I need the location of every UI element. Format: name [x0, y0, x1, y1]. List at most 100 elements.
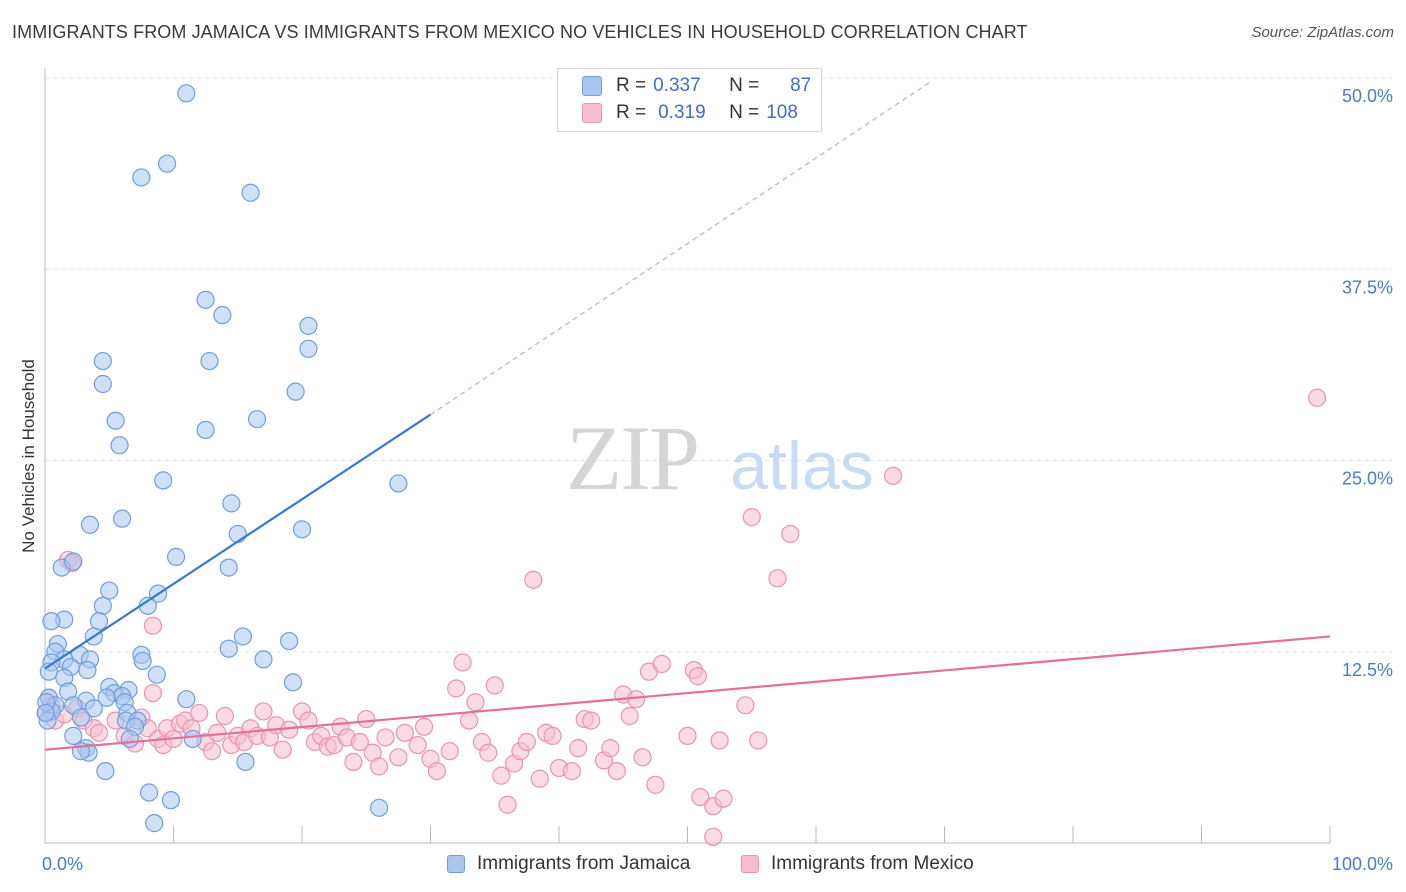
stats-n-label: N =: [729, 75, 760, 96]
jamaica-point: [42, 612, 61, 631]
jamaica-point: [166, 547, 186, 566]
stats-n-value-mexico: 108: [766, 102, 798, 123]
mexico-point: [543, 726, 562, 746]
legend-swatch-jamaica: [447, 855, 465, 873]
jamaica-point: [84, 699, 103, 718]
stats-row-jamaica: R = 0.337 N = 87: [582, 73, 811, 99]
jamaica-point: [219, 639, 238, 658]
mexico-point: [768, 569, 787, 588]
mexico-point: [652, 654, 671, 674]
mexico-point: [376, 728, 395, 747]
mexico-point: [742, 508, 761, 527]
mexico-point: [215, 706, 234, 726]
mexico-point: [350, 732, 369, 752]
jamaica-point: [236, 752, 255, 772]
mexico-point: [562, 761, 581, 781]
mexico-point: [607, 761, 626, 781]
jamaica-point: [254, 650, 273, 669]
jamaica-point: [97, 688, 116, 707]
jamaica-point: [370, 798, 389, 817]
mexico-point: [395, 723, 414, 742]
jamaica-point: [132, 168, 151, 187]
mexico-point: [883, 466, 903, 485]
jamaica-point: [183, 729, 202, 749]
mexico-trend-line: [44, 635, 1331, 751]
jamaica-point: [89, 612, 109, 631]
tick-labels: 12.5% 25.0% 37.5% 50.0% 0.0% 100.0%: [42, 86, 1393, 874]
jamaica-point: [177, 690, 196, 709]
jamaica-point: [112, 509, 132, 528]
source-credit: Source: ZipAtlas.com: [1251, 24, 1394, 41]
jamaica-point: [100, 581, 119, 600]
jamaica-point: [145, 814, 164, 833]
stats-r-value-jamaica: 0.337: [653, 75, 701, 96]
legend-item-jamaica[interactable]: Immigrants from Jamaica: [447, 853, 690, 875]
mexico-point: [344, 752, 363, 772]
jamaica-point: [110, 436, 129, 455]
y-tick-label: 25.0%: [1342, 469, 1393, 489]
jamaica-point: [64, 552, 83, 571]
mexico-point: [389, 748, 408, 767]
mexico-point: [89, 723, 109, 742]
jamaica-point: [222, 494, 241, 513]
jamaica-point: [93, 596, 112, 615]
jamaica-point: [133, 651, 152, 671]
mexico-point: [1308, 388, 1327, 407]
mexico-point: [414, 717, 434, 736]
mexico-point: [704, 827, 723, 846]
y-tick-label: 12.5%: [1342, 660, 1393, 680]
jamaica-point: [228, 524, 247, 544]
legend-swatch-mexico: [741, 855, 759, 873]
stats-r-label: R =: [616, 75, 647, 96]
jamaica-point: [78, 661, 97, 680]
jamaica-point: [80, 515, 100, 534]
stats-row-mexico: R = 0.319 N = 108: [582, 100, 806, 126]
mexico-point: [357, 709, 376, 729]
mexico-point: [781, 524, 800, 544]
mexico-point: [273, 740, 292, 759]
mexico-point: [466, 693, 485, 712]
jamaica-point: [177, 84, 196, 103]
mexico-point: [202, 742, 222, 761]
jamaica-points: [36, 84, 408, 833]
mexico-point: [143, 683, 163, 703]
trend-lines: [44, 80, 1331, 751]
stats-swatch-mexico: [582, 103, 602, 123]
jamaica-point: [283, 673, 303, 692]
mexico-point: [678, 726, 697, 746]
mexico-point: [710, 731, 729, 750]
mexico-point: [582, 711, 601, 730]
watermark-zip: ZIP: [566, 407, 698, 509]
jamaica-point: [161, 791, 181, 810]
jamaica-point: [36, 703, 55, 723]
jamaica-point: [213, 306, 232, 325]
grid-lines: [45, 77, 1392, 653]
legend-item-mexico[interactable]: Immigrants from Mexico: [741, 853, 974, 875]
legend-label-mexico: Immigrants from Mexico: [771, 853, 974, 874]
watermark: ZIP atlas: [566, 407, 874, 509]
stats-n-value-jamaica: 87: [790, 75, 812, 96]
jamaica-point: [154, 471, 173, 490]
jamaica-point: [280, 631, 299, 651]
mexico-point: [524, 570, 543, 589]
y-tick-label: 50.0%: [1342, 86, 1393, 106]
mexico-point: [479, 743, 498, 762]
x-tick-label-start: 0.0%: [42, 854, 83, 874]
jamaica-point: [299, 339, 318, 358]
mexico-point: [646, 775, 665, 794]
mexico-point: [254, 702, 273, 721]
correlation-stats-box: R = 0.337 N = 87 R = 0.319 N = 108: [557, 68, 822, 132]
chart-title: IMMIGRANTS FROM JAMAICA VS IMMIGRANTS FR…: [12, 22, 1028, 42]
jamaica-point: [247, 410, 267, 429]
mexico-point: [601, 739, 620, 758]
mexico-point: [485, 676, 504, 695]
jamaica-point: [196, 420, 215, 439]
mexico-point: [447, 679, 466, 698]
stats-r-label: R =: [616, 102, 647, 123]
mexico-point: [569, 739, 588, 758]
jamaica-point: [71, 708, 91, 727]
y-tick-label: 37.5%: [1342, 277, 1393, 297]
jamaica-point: [106, 411, 125, 430]
jamaica-point: [120, 729, 139, 749]
jamaica-point: [286, 382, 305, 401]
